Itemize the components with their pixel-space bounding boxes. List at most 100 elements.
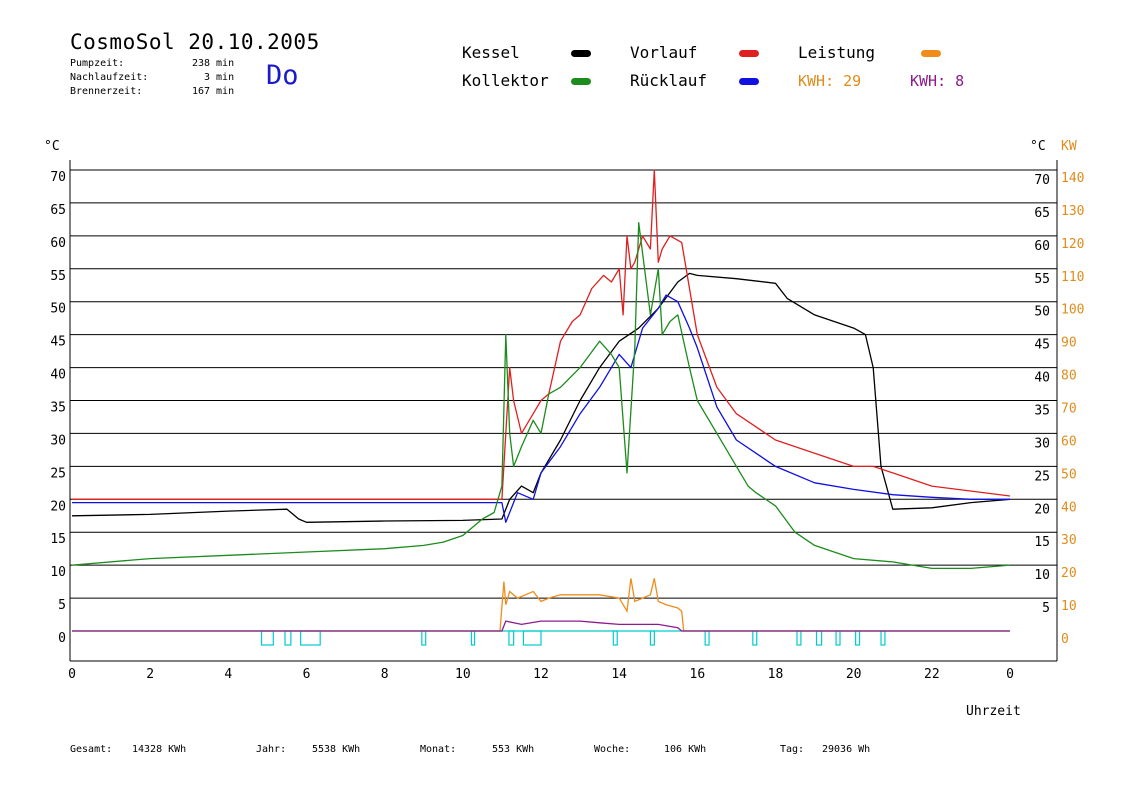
y-axis-unit-right: °C [1030, 139, 1046, 154]
y-tick-label-right: 40 [1034, 371, 1050, 386]
series-line-kollektor [71, 222, 1011, 570]
y-tick-label-left: 50 [50, 302, 66, 317]
burner-pulse [880, 630, 886, 646]
x-tick-label: 12 [533, 667, 549, 682]
y-tick-label-left: 60 [50, 236, 66, 251]
legend-leistung-label: Leistung [798, 43, 876, 62]
stat-pumpzeit: Pumpzeit: 238 min [70, 58, 234, 69]
y-tick-label-right: 10 [1034, 568, 1050, 583]
stat-value: 3 [203, 72, 210, 83]
burner-pulse [855, 630, 861, 646]
legend-kessel-swatch [571, 50, 591, 57]
weekday-label: Do [266, 60, 299, 91]
burner-pulse [796, 630, 802, 646]
footer-jahr-value: 5538 KWh [312, 744, 361, 755]
x-tick-label: 16 [690, 667, 706, 682]
y-tick-label-left: 65 [50, 203, 66, 218]
y-tick-label-power: 110 [1061, 270, 1084, 285]
y-tick-label-left: 10 [50, 565, 66, 580]
power-line-1 [72, 620, 1010, 632]
y-tick-label-right: 15 [1034, 535, 1050, 550]
stat-nachlaufzeit: Nachlaufzeit: 3 min [70, 72, 234, 83]
y-tick-label-left: 5 [58, 598, 66, 613]
y-tick-label-right: 20 [1034, 502, 1050, 517]
stat-value: 238 [191, 58, 210, 69]
burner-pulse [260, 630, 274, 646]
burner-pulse [704, 630, 710, 646]
legend-vorlauf-swatch [739, 50, 759, 57]
stat-brennerzeit: Brennerzeit: 167 min [70, 86, 234, 97]
burner-pulse [612, 630, 618, 646]
y-tick-label-power: 100 [1061, 303, 1084, 318]
y-tick-label-power: 90 [1061, 336, 1077, 351]
y-tick-label-right: 55 [1034, 272, 1050, 287]
legend-ruecklauf-swatch [739, 78, 759, 85]
legend-kollektor-label: Kollektor [462, 71, 549, 90]
legend-kollektor-swatch [571, 78, 591, 85]
y-tick-label-right: 70 [1034, 173, 1050, 188]
legend-ruecklauf-label: Rücklauf [630, 71, 708, 90]
footer-jahr-label: Jahr: [256, 744, 287, 755]
footer-gesamt-value: 14328 KWh [132, 744, 187, 755]
y-tick-label-power: 20 [1061, 566, 1077, 581]
footer-monat-label: Monat: [420, 744, 457, 755]
x-tick-label: 10 [455, 667, 471, 682]
y-tick-label-power: 70 [1061, 402, 1077, 417]
x-tick-label: 0 [1006, 667, 1014, 682]
x-tick-label: 2 [146, 667, 154, 682]
y-tick-label-right: 65 [1034, 206, 1050, 221]
x-tick-label: 8 [381, 667, 389, 682]
y-tick-label-power: 0 [1061, 632, 1069, 647]
legend-kwh-second: KWH: 8 [910, 72, 965, 90]
y-tick-label-left: 70 [50, 170, 66, 185]
x-tick-label: 4 [224, 667, 232, 682]
y-tick-label-left: 0 [58, 631, 66, 646]
y-tick-label-right: 45 [1034, 338, 1050, 353]
x-axis-label: Uhrzeit [966, 704, 1021, 719]
y-tick-label-power: 40 [1061, 500, 1077, 515]
stat-unit: min [216, 58, 235, 69]
x-tick-label: 14 [611, 667, 627, 682]
y-tick-label-power: 140 [1061, 171, 1084, 186]
stat-label: Pumpzeit: [70, 58, 125, 69]
y-tick-label-power: 30 [1061, 533, 1077, 548]
footer-woche-value: 106 KWh [664, 744, 707, 755]
stat-unit: min [216, 72, 235, 83]
footer-gesamt-label: Gesamt: [70, 744, 113, 755]
series-line-rcklauf [72, 294, 1010, 523]
x-tick-label: 22 [924, 667, 940, 682]
burner-pulse [522, 630, 542, 646]
y-axis-unit-left: °C [44, 139, 60, 154]
legend-kwh-leistung: KWH: 29 [798, 72, 862, 90]
y-tick-label-left: 25 [50, 466, 66, 481]
stat-value: 167 [191, 86, 210, 97]
stat-label: Nachlaufzeit: [70, 72, 149, 83]
y-tick-label-power: 50 [1061, 467, 1077, 482]
y-tick-label-left: 35 [50, 401, 66, 416]
y-tick-label-power: 60 [1061, 434, 1077, 449]
x-tick-label: 18 [768, 667, 784, 682]
burner-pulse [649, 630, 655, 646]
x-tick-label: 0 [68, 667, 76, 682]
footer-tag-label: Tag: [780, 744, 805, 755]
footer-monat-value: 553 KWh [492, 744, 535, 755]
power-line-0 [72, 578, 1010, 632]
page-title: CosmoSol 20.10.2005 [70, 30, 320, 54]
y-tick-label-power: 130 [1061, 204, 1084, 219]
stat-label: Brennerzeit: [70, 86, 143, 97]
legend-kessel-label: Kessel [462, 43, 520, 62]
energy-totals-footer: Gesamt: 14328 KWh Jahr: 5538 KWh Monat: 553 K… [70, 744, 870, 755]
y-tick-label-right: 30 [1034, 436, 1050, 451]
x-tick-label: 20 [846, 667, 862, 682]
y-tick-label-right: 25 [1034, 469, 1050, 484]
y-tick-label-right: 5 [1042, 601, 1050, 616]
y-tick-label-left: 30 [50, 433, 66, 448]
y-tick-label-left: 55 [50, 269, 66, 284]
y-tick-label-right: 50 [1034, 305, 1050, 320]
y-tick-label-left: 15 [50, 532, 66, 547]
y-tick-label-right: 60 [1034, 239, 1050, 254]
y-tick-label-power: 120 [1061, 237, 1084, 252]
burner-pulse [815, 630, 823, 646]
burner-pulse [284, 630, 292, 646]
